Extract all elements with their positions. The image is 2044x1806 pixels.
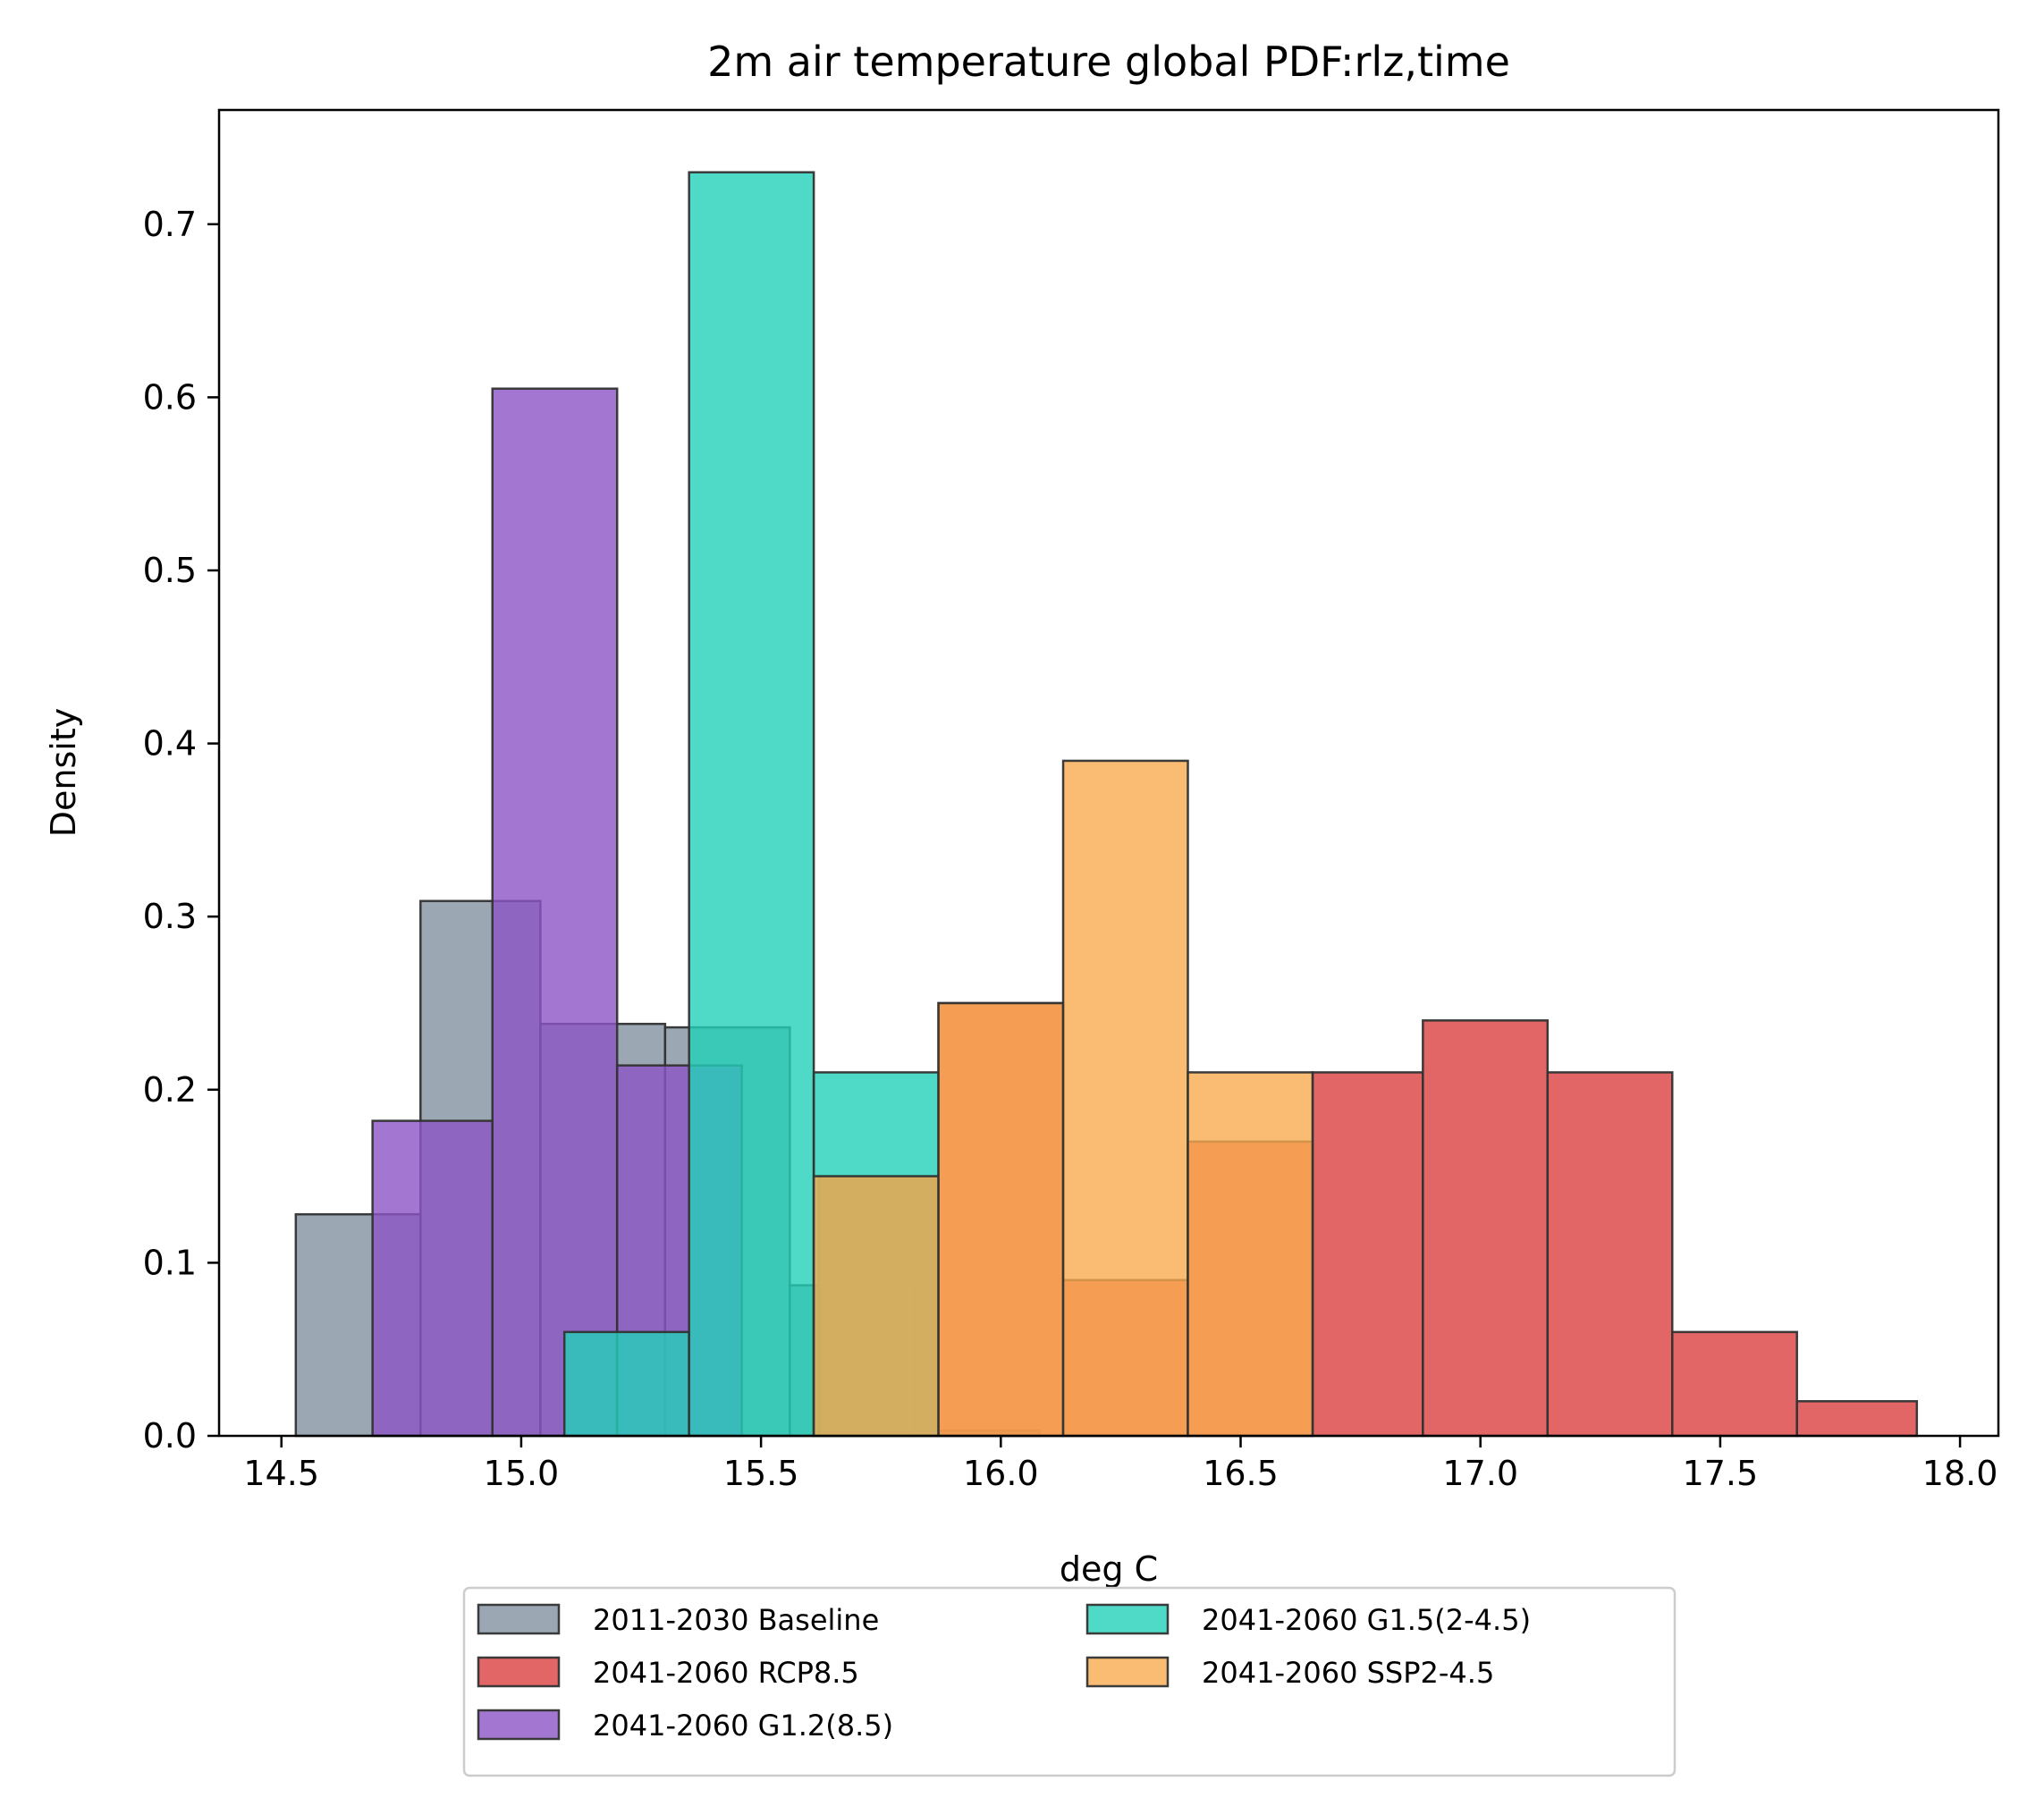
y-tick-label-6: 0.6	[143, 377, 197, 417]
bar-series-4-bin-1	[937, 1001, 1065, 1438]
legend-label-2: 2041-2060 G1.2(8.5)	[593, 1709, 893, 1743]
x-axis-label: deg C	[1060, 1549, 1158, 1589]
bar-series-1-bin-8	[1795, 1400, 1919, 1438]
x-tick-label-1: 15.0	[484, 1454, 560, 1493]
legend-frame	[462, 1586, 1677, 1777]
y-axis: 0.0 0.1 0.2 0.3 0.4 0.5 0.6 0.7	[143, 205, 219, 1456]
y-tick-label-5: 0.5	[143, 551, 197, 590]
x-tick-label-0: 14.5	[243, 1454, 319, 1493]
legend-swatch-2	[477, 1709, 561, 1741]
legend-label-4: 2041-2060 SSP2-4.5	[1202, 1656, 1494, 1690]
legend-swatch-0	[477, 1603, 561, 1635]
y-tick-label-2: 0.2	[143, 1070, 197, 1110]
bar-series-1-bin-5	[1422, 1019, 1550, 1438]
legend-label-3: 2041-2060 G1.5(2-4.5)	[1202, 1603, 1531, 1637]
x-tick-label-7: 18.0	[1922, 1454, 1998, 1493]
x-tick-label-6: 17.5	[1683, 1454, 1759, 1493]
y-tick-label-7: 0.7	[143, 205, 197, 244]
chart-title: 2m air temperature global PDF:rlz,time	[707, 38, 1510, 86]
legend-swatch-1	[477, 1656, 561, 1688]
legend-swatch-3	[1085, 1603, 1170, 1635]
x-tick-label-3: 16.0	[963, 1454, 1039, 1493]
bar-series-3-bin-0	[562, 1330, 690, 1438]
histogram-bars	[294, 171, 1919, 1438]
y-axis-label: Density	[44, 708, 83, 837]
plot-frame	[217, 108, 2000, 1438]
y-tick-label-4: 0.4	[143, 724, 197, 764]
legend-label-0: 2011-2030 Baseline	[593, 1603, 879, 1637]
bar-series-4-bin-0	[812, 1175, 940, 1438]
bar-series-2-bin-0	[371, 1119, 494, 1438]
legend-label-1: 2041-2060 RCP8.5	[593, 1656, 859, 1690]
x-tick-label-5: 17.0	[1442, 1454, 1518, 1493]
y-tick-label-1: 0.1	[143, 1243, 197, 1282]
bar-series-4-bin-2	[1061, 759, 1189, 1438]
bar-series-3-bin-1	[688, 171, 815, 1438]
legend: 2011-2030 Baseline 2041-2060 RCP8.5 2041-2…	[462, 1586, 1677, 1777]
bar-series-2-bin-1	[491, 387, 619, 1438]
bar-series-1-bin-6	[1546, 1071, 1674, 1438]
bar-series-4-bin-3	[1187, 1071, 1314, 1438]
bar-series-1-bin-7	[1671, 1330, 1798, 1438]
x-axis: 14.5 15.0 15.5 16.0 16.5 17.0 17.5 18.0	[243, 1436, 1998, 1493]
y-tick-label-3: 0.3	[143, 897, 197, 936]
legend-swatch-4	[1085, 1656, 1170, 1688]
y-tick-label-0: 0.0	[143, 1416, 197, 1456]
bar-series-1-bin-4	[1311, 1071, 1424, 1438]
x-tick-label-2: 15.5	[723, 1454, 799, 1493]
x-tick-label-4: 16.5	[1203, 1454, 1279, 1493]
